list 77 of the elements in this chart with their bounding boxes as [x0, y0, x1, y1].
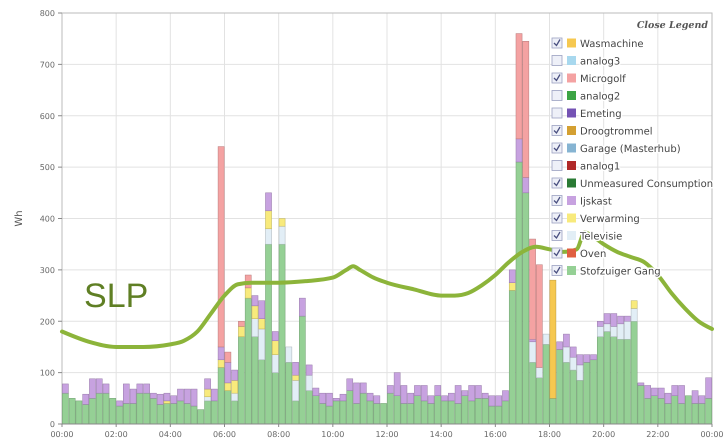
x-tick-label: 22:00 [646, 430, 670, 439]
bar [278, 218, 286, 226]
legend-label: Wasmachine [580, 39, 644, 50]
bar [231, 392, 238, 402]
bar [272, 340, 279, 355]
legend-label: Ijskast [580, 196, 612, 208]
bar [244, 288, 252, 298]
bar [508, 282, 516, 291]
bar [272, 331, 279, 342]
x-tick-label: 18:00 [538, 430, 562, 439]
bar [252, 306, 258, 319]
legend-label: Oven [580, 249, 606, 260]
x-tick-label: 08:00 [267, 430, 290, 439]
y-tick-label: 500 [40, 163, 55, 172]
x-tick-label: 02:00 [104, 430, 128, 439]
x-tick-label: 06:00 [212, 430, 236, 439]
bar [630, 308, 638, 322]
bar [62, 384, 69, 394]
y-tick-label: 200 [40, 317, 55, 326]
bar [164, 400, 170, 404]
bar [522, 177, 530, 194]
x-tick-label: 10:00 [321, 430, 344, 439]
legend-label: analog2 [580, 92, 620, 102]
bar [238, 321, 245, 327]
legend-label: Garage (Masterhub) [580, 144, 681, 155]
bar [550, 280, 556, 399]
bar [265, 210, 272, 230]
bar [292, 362, 299, 376]
bar [224, 352, 232, 363]
y-tick-label: 300 [40, 266, 55, 275]
x-tick-label: 20:00 [592, 430, 616, 439]
bar [536, 367, 543, 378]
y-tick-label: 700 [40, 60, 55, 70]
y-tick-label: 600 [40, 112, 55, 121]
legend-label: analog3 [580, 56, 620, 68]
bar [286, 346, 292, 363]
bar [299, 298, 306, 316]
legend-label: Droogtrommel [580, 126, 653, 138]
x-tick-label: 00:00 [700, 430, 724, 439]
x-tick-label: 12:00 [375, 430, 399, 439]
legend-title: Close Legend [636, 20, 708, 31]
bar [516, 138, 522, 162]
bar [306, 364, 312, 376]
bar [218, 146, 224, 348]
x-tick-label: 16:00 [484, 430, 507, 439]
bar [542, 334, 550, 345]
bar [630, 300, 638, 309]
bar [218, 360, 224, 368]
x-tick-label: 14:00 [430, 430, 453, 439]
bar [265, 228, 272, 244]
bar [306, 374, 312, 391]
bar [272, 354, 279, 373]
series-label: SLP [84, 276, 148, 315]
legend-label: analog1 [580, 162, 620, 172]
y-tick-label: 0 [50, 420, 55, 429]
bar [204, 388, 211, 398]
bar [218, 346, 224, 360]
bar [265, 192, 272, 212]
legend-label: Microgolf [580, 74, 626, 85]
bar [529, 342, 536, 363]
line-series [60, 230, 714, 349]
legend-label: Emeting [580, 109, 622, 120]
legend-label: Unmeasured Consumption [580, 179, 714, 190]
y-tick-label: 400 [40, 214, 55, 224]
x-tick-label: 00:00 [50, 430, 74, 439]
x-tick-label: 04:00 [158, 430, 182, 439]
bar [238, 326, 245, 337]
legend-label: Verwarming [580, 214, 640, 225]
bar [508, 270, 516, 283]
y-tick-label: 800 [40, 9, 55, 18]
y-axis-title: Wh [14, 210, 25, 227]
bar [278, 226, 286, 244]
bar [292, 380, 299, 402]
y-tick-label: 100 [40, 368, 55, 378]
bar [292, 374, 299, 381]
bar [204, 396, 211, 402]
bar [258, 318, 266, 330]
